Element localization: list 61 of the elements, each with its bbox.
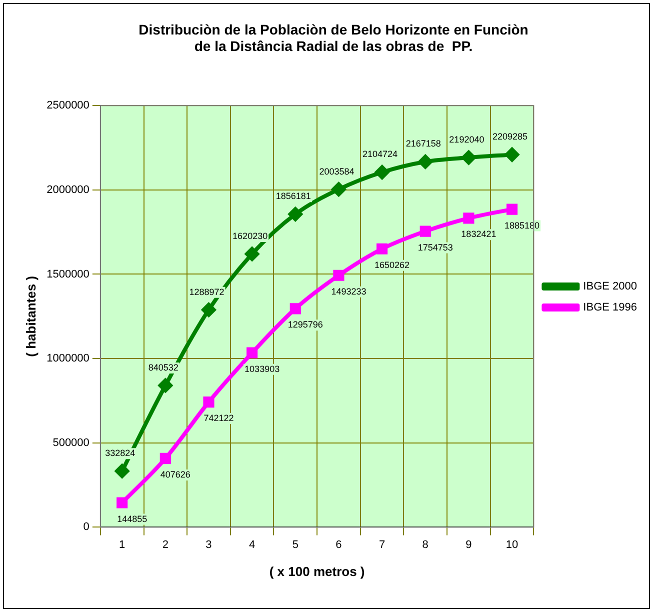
y-tick-label: 2500000	[46, 100, 90, 112]
point	[463, 212, 474, 224]
point	[418, 154, 432, 169]
data-label: 1620230	[232, 230, 268, 241]
data-label: 1033903	[244, 364, 280, 374]
point	[115, 464, 130, 478]
x-tick-label: 6	[336, 538, 342, 551]
data-label: 1885180	[504, 220, 540, 230]
point	[375, 165, 390, 180]
x-tick-label: 9	[466, 538, 472, 551]
x-tick-label: 1	[119, 538, 126, 551]
legend-label: IBGE 2000	[583, 280, 638, 293]
data-label: 2209285	[492, 132, 528, 142]
y-tick-label: 0	[83, 521, 90, 534]
y-axis-title: ( habitantes )	[23, 276, 38, 357]
data-label: 840532	[148, 362, 178, 372]
point	[290, 303, 301, 314]
point	[506, 204, 518, 215]
data-label: 1832421	[461, 229, 496, 240]
point	[160, 452, 171, 464]
chart-title: Distribuciòn de la Poblaciòn de Belo Horizonte en Funciòn de la Distância Radial de las obras de PP.	[138, 21, 528, 54]
data-label: 332824	[105, 448, 136, 458]
point	[116, 497, 128, 508]
x-tick-label: 8	[422, 538, 428, 551]
data-label: 2167158	[406, 138, 441, 149]
y-tick-label: 1500000	[46, 268, 90, 280]
data-label: 1856181	[276, 191, 311, 202]
x-tick-label: 3	[206, 538, 212, 551]
point	[288, 207, 302, 222]
x-tick-label: 10	[506, 538, 518, 551]
data-label: 144855	[117, 514, 148, 524]
point	[245, 246, 260, 261]
point	[246, 347, 258, 358]
point	[202, 302, 216, 317]
x-tick-label: 5	[292, 538, 298, 551]
data-label: 2003584	[319, 166, 354, 176]
point	[203, 396, 214, 408]
x-tick-label: 4	[249, 538, 256, 551]
x-tick-label: 7	[378, 538, 386, 551]
y-tick-label: 2000000	[46, 184, 90, 196]
y-tick-label: 500000	[52, 436, 90, 449]
y-tick-label: 1000000	[46, 352, 90, 365]
data-label: 1754753	[418, 242, 453, 252]
data-label: 2192040	[449, 134, 484, 145]
data-label: 407626	[160, 469, 190, 480]
point	[333, 270, 344, 281]
data-label: 1295796	[288, 320, 323, 330]
point	[420, 226, 431, 237]
point	[462, 150, 476, 165]
data-label: 1288972	[189, 286, 224, 297]
data-label: 1493233	[331, 286, 366, 296]
x-tick-label: 2	[162, 538, 168, 551]
point	[158, 378, 172, 392]
point	[332, 182, 346, 196]
legend-label: IBGE 1996	[583, 302, 638, 314]
data-label: 1650262	[374, 260, 410, 270]
point	[505, 148, 520, 162]
point	[376, 243, 388, 254]
x-axis-title: ( x 100 metros )	[269, 564, 365, 579]
data-label: 742122	[204, 413, 234, 424]
data-label: 2104724	[362, 149, 398, 160]
